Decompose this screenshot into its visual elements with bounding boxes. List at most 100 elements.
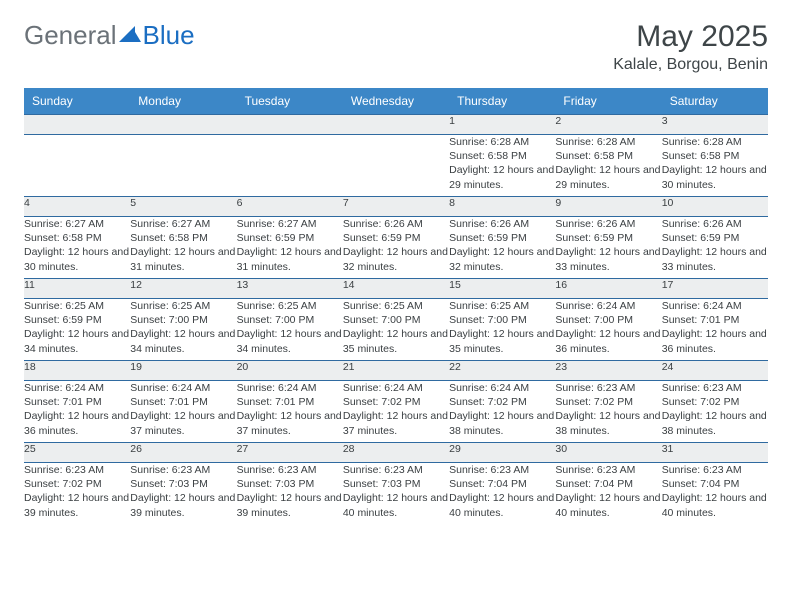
- sunset-text: Sunset: 6:59 PM: [24, 313, 130, 327]
- sunset-text: Sunset: 6:58 PM: [130, 231, 236, 245]
- logo-text-2: Blue: [143, 20, 195, 51]
- sunset-text: Sunset: 6:58 PM: [24, 231, 130, 245]
- sunset-text: Sunset: 7:02 PM: [662, 395, 768, 409]
- day-number-cell: 12: [130, 279, 236, 299]
- sunrise-text: Sunrise: 6:28 AM: [449, 135, 555, 149]
- daylight-text: Daylight: 12 hours and 32 minutes.: [343, 245, 449, 273]
- sunset-text: Sunset: 7:01 PM: [237, 395, 343, 409]
- day-number-cell: 1: [449, 115, 555, 135]
- sunrise-text: Sunrise: 6:23 AM: [555, 463, 661, 477]
- logo-text-1: General: [24, 20, 117, 51]
- sunrise-text: Sunrise: 6:26 AM: [343, 217, 449, 231]
- sunset-text: Sunset: 7:00 PM: [555, 313, 661, 327]
- weekday-header: Thursday: [449, 88, 555, 115]
- day-content-cell: Sunrise: 6:25 AMSunset: 7:00 PMDaylight:…: [449, 299, 555, 361]
- sunrise-calendar: Sunday Monday Tuesday Wednesday Thursday…: [24, 88, 768, 525]
- day-content-cell: Sunrise: 6:24 AMSunset: 7:02 PMDaylight:…: [449, 381, 555, 443]
- day-content-cell: [24, 135, 130, 197]
- day-content-cell: Sunrise: 6:24 AMSunset: 7:00 PMDaylight:…: [555, 299, 661, 361]
- sunset-text: Sunset: 7:04 PM: [555, 477, 661, 491]
- day-content-cell: Sunrise: 6:28 AMSunset: 6:58 PMDaylight:…: [555, 135, 661, 197]
- day-content-cell: Sunrise: 6:26 AMSunset: 6:59 PMDaylight:…: [662, 217, 768, 279]
- weekday-header: Wednesday: [343, 88, 449, 115]
- sunrise-text: Sunrise: 6:24 AM: [555, 299, 661, 313]
- day-content-row: Sunrise: 6:23 AMSunset: 7:02 PMDaylight:…: [24, 463, 768, 525]
- day-number-cell: 27: [237, 443, 343, 463]
- day-number-cell: 10: [662, 197, 768, 217]
- day-content-cell: Sunrise: 6:27 AMSunset: 6:58 PMDaylight:…: [24, 217, 130, 279]
- sunrise-text: Sunrise: 6:25 AM: [130, 299, 236, 313]
- sunset-text: Sunset: 7:00 PM: [130, 313, 236, 327]
- sunset-text: Sunset: 7:02 PM: [555, 395, 661, 409]
- day-content-cell: Sunrise: 6:28 AMSunset: 6:58 PMDaylight:…: [449, 135, 555, 197]
- sunrise-text: Sunrise: 6:26 AM: [662, 217, 768, 231]
- sunset-text: Sunset: 7:01 PM: [24, 395, 130, 409]
- sunset-text: Sunset: 7:02 PM: [449, 395, 555, 409]
- sunrise-text: Sunrise: 6:24 AM: [130, 381, 236, 395]
- daylight-text: Daylight: 12 hours and 36 minutes.: [555, 327, 661, 355]
- day-content-row: Sunrise: 6:28 AMSunset: 6:58 PMDaylight:…: [24, 135, 768, 197]
- day-number-cell: 30: [555, 443, 661, 463]
- day-content-cell: Sunrise: 6:25 AMSunset: 7:00 PMDaylight:…: [343, 299, 449, 361]
- day-content-cell: Sunrise: 6:26 AMSunset: 6:59 PMDaylight:…: [449, 217, 555, 279]
- daylight-text: Daylight: 12 hours and 34 minutes.: [24, 327, 130, 355]
- day-content-cell: Sunrise: 6:24 AMSunset: 7:01 PMDaylight:…: [130, 381, 236, 443]
- day-number-cell: 6: [237, 197, 343, 217]
- daylight-text: Daylight: 12 hours and 31 minutes.: [130, 245, 236, 273]
- sunset-text: Sunset: 7:04 PM: [662, 477, 768, 491]
- daylight-text: Daylight: 12 hours and 32 minutes.: [449, 245, 555, 273]
- location-text: Kalale, Borgou, Benin: [613, 56, 768, 74]
- daylight-text: Daylight: 12 hours and 39 minutes.: [130, 491, 236, 519]
- day-content-cell: Sunrise: 6:27 AMSunset: 6:58 PMDaylight:…: [130, 217, 236, 279]
- daylight-text: Daylight: 12 hours and 33 minutes.: [662, 245, 768, 273]
- day-number-cell: 23: [555, 361, 661, 381]
- daylight-text: Daylight: 12 hours and 40 minutes.: [343, 491, 449, 519]
- daylight-text: Daylight: 12 hours and 36 minutes.: [24, 409, 130, 437]
- sunrise-text: Sunrise: 6:24 AM: [343, 381, 449, 395]
- day-number-cell: 4: [24, 197, 130, 217]
- sunrise-text: Sunrise: 6:27 AM: [237, 217, 343, 231]
- day-number-cell: 7: [343, 197, 449, 217]
- sunset-text: Sunset: 6:59 PM: [237, 231, 343, 245]
- title-block: May 2025 Kalale, Borgou, Benin: [613, 20, 768, 74]
- daylight-text: Daylight: 12 hours and 38 minutes.: [555, 409, 661, 437]
- sunset-text: Sunset: 7:03 PM: [130, 477, 236, 491]
- day-number-cell: 11: [24, 279, 130, 299]
- daylight-text: Daylight: 12 hours and 30 minutes.: [662, 163, 768, 191]
- daylight-text: Daylight: 12 hours and 33 minutes.: [555, 245, 661, 273]
- day-number-cell: 14: [343, 279, 449, 299]
- sunset-text: Sunset: 6:58 PM: [555, 149, 661, 163]
- sunset-text: Sunset: 6:59 PM: [449, 231, 555, 245]
- sunrise-text: Sunrise: 6:25 AM: [237, 299, 343, 313]
- day-number-cell: 17: [662, 279, 768, 299]
- day-content-cell: [130, 135, 236, 197]
- logo-mark-icon: [119, 20, 141, 51]
- generalblue-logo: General Blue: [24, 20, 195, 51]
- day-number-cell: 24: [662, 361, 768, 381]
- day-number-cell: 26: [130, 443, 236, 463]
- sunrise-text: Sunrise: 6:23 AM: [24, 463, 130, 477]
- sunrise-text: Sunrise: 6:28 AM: [555, 135, 661, 149]
- day-content-cell: Sunrise: 6:23 AMSunset: 7:03 PMDaylight:…: [237, 463, 343, 525]
- day-number-cell: 21: [343, 361, 449, 381]
- daylight-text: Daylight: 12 hours and 39 minutes.: [237, 491, 343, 519]
- day-content-cell: Sunrise: 6:24 AMSunset: 7:01 PMDaylight:…: [662, 299, 768, 361]
- day-content-cell: Sunrise: 6:24 AMSunset: 7:02 PMDaylight:…: [343, 381, 449, 443]
- daylight-text: Daylight: 12 hours and 34 minutes.: [130, 327, 236, 355]
- day-number-cell: 9: [555, 197, 661, 217]
- daylight-text: Daylight: 12 hours and 35 minutes.: [343, 327, 449, 355]
- day-number-cell: [24, 115, 130, 135]
- daylight-text: Daylight: 12 hours and 40 minutes.: [662, 491, 768, 519]
- day-number-cell: 8: [449, 197, 555, 217]
- sunrise-text: Sunrise: 6:23 AM: [449, 463, 555, 477]
- day-number-cell: [343, 115, 449, 135]
- daylight-text: Daylight: 12 hours and 37 minutes.: [130, 409, 236, 437]
- sunrise-text: Sunrise: 6:25 AM: [449, 299, 555, 313]
- sunrise-text: Sunrise: 6:24 AM: [449, 381, 555, 395]
- page-header: General Blue May 2025 Kalale, Borgou, Be…: [24, 20, 768, 74]
- day-content-row: Sunrise: 6:27 AMSunset: 6:58 PMDaylight:…: [24, 217, 768, 279]
- sunset-text: Sunset: 6:59 PM: [555, 231, 661, 245]
- daylight-text: Daylight: 12 hours and 39 minutes.: [24, 491, 130, 519]
- day-number-cell: 28: [343, 443, 449, 463]
- sunset-text: Sunset: 7:01 PM: [662, 313, 768, 327]
